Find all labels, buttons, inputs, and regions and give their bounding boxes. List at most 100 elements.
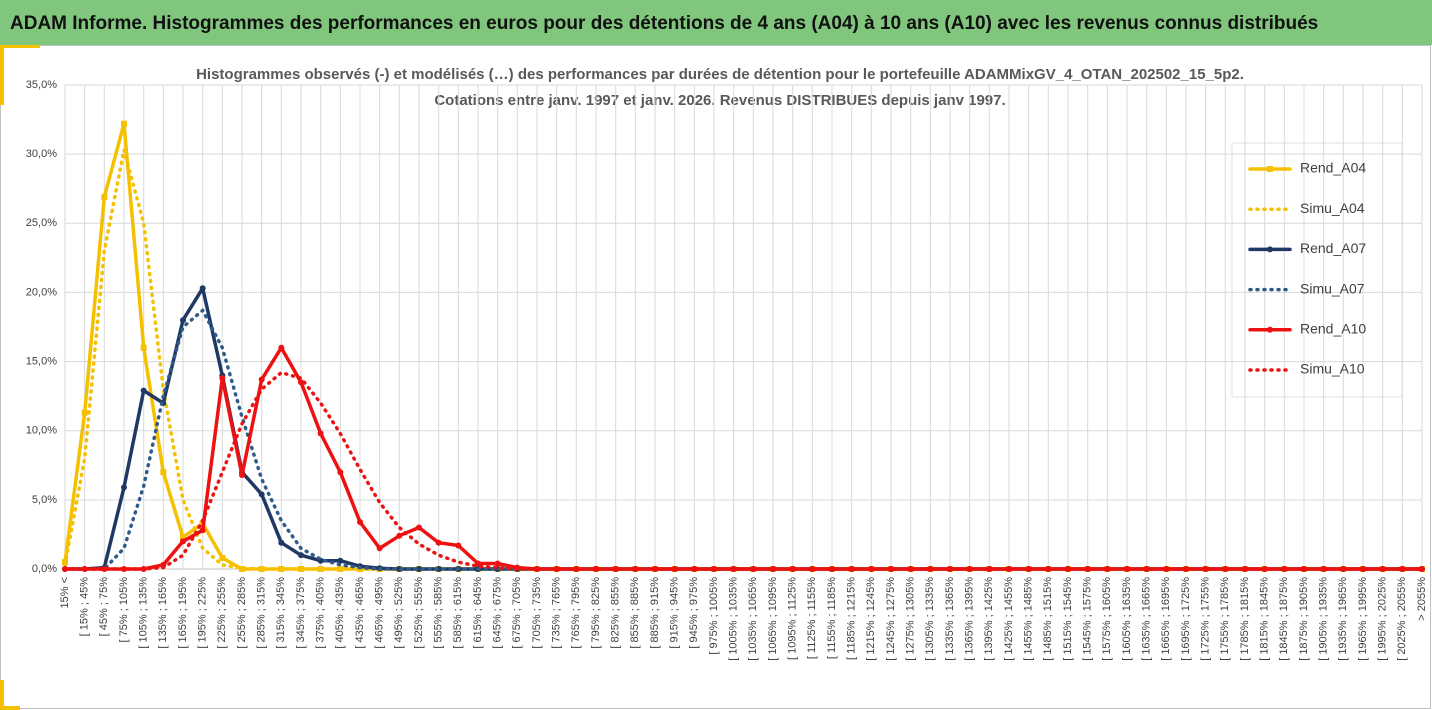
marker [455, 542, 462, 549]
marker [593, 566, 599, 572]
marker [101, 194, 108, 201]
x-tick-label: [ 105% ; 135% [138, 577, 150, 649]
x-tick-label: [ 975% ; 1005% [708, 577, 720, 655]
legend-label: Rend_A04 [1300, 160, 1366, 176]
x-tick-label: [ 1095% ; 1125% [787, 577, 799, 660]
x-tick-label: [ 1635% ; 1665% [1141, 577, 1153, 661]
x-tick-label: [ 435% ; 465% [354, 577, 366, 649]
marker [199, 285, 206, 292]
marker [258, 566, 265, 572]
marker [337, 469, 344, 476]
x-tick-label: [ 1125% ; 1155% [806, 577, 818, 659]
marker [494, 560, 501, 567]
marker [357, 518, 363, 525]
legend-label: Simu_A07 [1300, 280, 1365, 296]
x-tick-label: [ 255% ; 285% [236, 577, 248, 649]
marker [180, 534, 186, 541]
x-tick-label: [ 675% ; 705% [511, 577, 523, 649]
x-tick-label: [ 705% ; 735% [531, 577, 543, 649]
x-tick-label: [ 1605% ; 1635% [1121, 577, 1133, 661]
marker [298, 552, 304, 559]
legend-label: Rend_A07 [1300, 240, 1366, 256]
marker [121, 120, 127, 127]
y-tick-label: 30,0% [26, 148, 57, 160]
x-tick-label: [ 1425% ; 1455% [1003, 577, 1015, 661]
marker [475, 560, 481, 567]
x-tick-label: [ 1665% ; 1695% [1160, 577, 1172, 661]
marker [258, 491, 265, 498]
accent [0, 45, 40, 48]
x-tick-label: [ 1905% ; 1935% [1318, 577, 1330, 661]
x-tick-label: [ 1455% ; 1485% [1023, 577, 1035, 661]
x-tick-label: [ 135% ; 165% [157, 577, 169, 649]
marker [691, 566, 698, 572]
x-tick-label: [ 1695% ; 1725% [1180, 577, 1192, 661]
marker [121, 484, 127, 491]
x-tick-label: [ 645% ; 675% [492, 577, 504, 649]
x-tick-label: [ 1935% ; 1965% [1337, 577, 1349, 661]
legend [1231, 142, 1403, 398]
x-tick-label: [ 225% ; 255% [216, 577, 228, 649]
x-tick-label: 15% < [59, 577, 71, 609]
x-tick-label: [ 945% ; 975% [688, 577, 700, 649]
x-tick-label: [ 2025% ; 2055% [1396, 577, 1408, 661]
accent [0, 706, 20, 710]
header-title: ADAM Informe. Histogrammes des performan… [10, 13, 1318, 34]
chart-frame [0, 45, 1431, 709]
x-tick-label: [ 1785% ; 1815% [1239, 577, 1251, 661]
legend-marker [1267, 246, 1273, 253]
accent [0, 680, 4, 710]
x-tick-label: [ 1215% ; 1245% [865, 577, 877, 661]
marker [219, 554, 226, 561]
y-tick-label: 0,0% [32, 563, 57, 575]
y-tick-label: 25,0% [26, 217, 57, 229]
legend-marker [1267, 326, 1273, 333]
x-tick-label: [ 1185% ; 1215% [846, 577, 858, 660]
marker [180, 538, 186, 545]
x-tick-label: > 2055% [1416, 577, 1428, 621]
marker [396, 532, 403, 539]
x-tick-label: [ 405% ; 435% [334, 577, 346, 649]
x-tick-label: [ 795% ; 825% [590, 577, 602, 649]
x-tick-label: [ 1995% ; 2025% [1377, 577, 1389, 661]
x-tick-label: [ 1065% ; 1095% [767, 577, 779, 661]
marker [1202, 566, 1209, 572]
x-tick-label: [ 615% ; 645% [472, 577, 484, 649]
header-bar [0, 0, 1432, 45]
x-tick-label: [ 915% ; 945% [669, 577, 681, 649]
marker [435, 539, 442, 546]
marker [199, 527, 206, 534]
marker [81, 409, 88, 416]
marker [1006, 566, 1012, 572]
x-tick-label: [ 45% ; 75% [98, 577, 110, 637]
x-tick-label: [ 1485% ; 1515% [1042, 577, 1054, 661]
x-tick-label: [ 555% ; 585% [433, 577, 445, 649]
marker [239, 566, 245, 572]
marker [416, 524, 422, 531]
x-tick-label: [ 825% ; 855% [610, 577, 622, 649]
x-tick-label: [ 855% ; 885% [629, 577, 641, 649]
marker [789, 566, 796, 572]
x-tick-label: [ 1965% ; 1995% [1357, 577, 1369, 661]
x-tick-label: [ 1365% ; 1395% [964, 577, 976, 661]
x-tick-label: [ 165% ; 195% [177, 577, 189, 649]
x-tick-label: [ 1845% ; 1875% [1278, 577, 1290, 661]
marker [337, 557, 344, 564]
x-tick-label: [ 1725% ; 1755% [1200, 577, 1212, 661]
marker [337, 566, 344, 572]
marker [1419, 566, 1425, 572]
x-tick-label: [ 765% ; 795% [570, 577, 582, 649]
marker [140, 344, 147, 351]
marker [62, 559, 68, 566]
x-tick-label: [ 585% ; 615% [452, 577, 464, 649]
series-line [63, 370, 1424, 571]
marker [278, 539, 285, 546]
x-tick-label: [ 525% ; 555% [413, 577, 425, 649]
y-tick-label: 15,0% [26, 355, 57, 367]
x-tick-label: [ 495% ; 525% [393, 577, 405, 649]
x-tick-label: [ 195% ; 225% [197, 577, 209, 649]
y-tick-label: 5,0% [32, 494, 57, 506]
